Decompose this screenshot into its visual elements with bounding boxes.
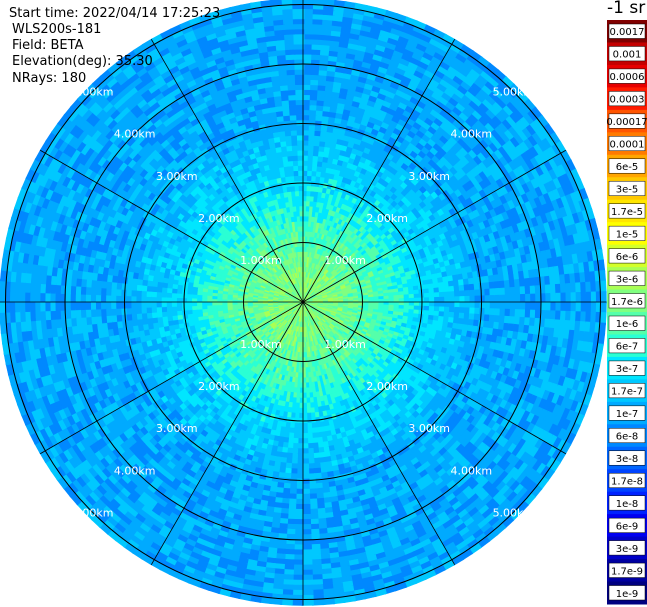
data-cells [0,0,607,606]
